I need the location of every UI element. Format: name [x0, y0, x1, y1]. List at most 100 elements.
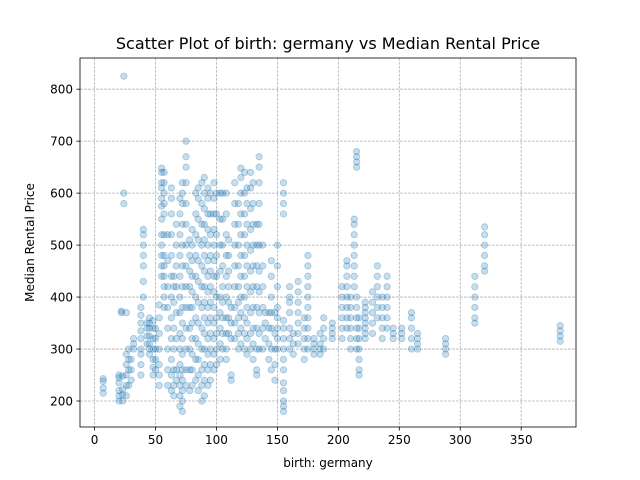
data-point [127, 376, 135, 384]
data-point [178, 283, 186, 291]
data-point [556, 337, 564, 345]
data-point [176, 361, 184, 369]
data-point [237, 210, 245, 218]
data-point [346, 345, 355, 353]
data-point [267, 293, 275, 301]
data-point [216, 309, 224, 317]
data-point [172, 376, 180, 384]
data-point [227, 371, 235, 379]
data-point [176, 272, 184, 280]
data-point [192, 314, 200, 322]
data-point [350, 220, 358, 228]
data-point [194, 355, 202, 364]
data-point [279, 345, 288, 353]
data-point [137, 345, 145, 353]
data-point [271, 376, 279, 384]
data-point [328, 319, 336, 327]
data-point [304, 293, 312, 301]
data-point [253, 345, 261, 353]
data-point [225, 298, 233, 306]
data-point [300, 314, 308, 322]
data-point [143, 319, 151, 327]
data-point [442, 340, 450, 348]
data-point [350, 251, 358, 260]
data-point [361, 335, 369, 343]
data-point [145, 319, 154, 327]
x-tick-label: 200 [327, 433, 350, 447]
data-point [304, 251, 312, 260]
data-point [398, 335, 406, 343]
data-point [145, 345, 154, 353]
data-point [225, 267, 233, 275]
data-point [243, 199, 251, 208]
data-point [170, 272, 178, 280]
data-point [368, 319, 377, 327]
x-tick-label: 100 [205, 433, 228, 447]
data-point [164, 324, 172, 332]
data-point [115, 379, 123, 387]
data-point [198, 366, 206, 374]
data-point [192, 251, 200, 260]
data-point [178, 189, 186, 197]
data-point [346, 324, 355, 332]
data-point [115, 392, 123, 400]
y-axis-label: Median Rental Price [23, 183, 37, 302]
data-point [240, 189, 249, 197]
data-point [182, 366, 190, 374]
data-point [178, 387, 186, 395]
data-point [255, 220, 263, 228]
data-point [192, 293, 200, 301]
data-point [247, 168, 255, 176]
data-point [225, 236, 233, 244]
data-point [160, 293, 168, 301]
data-point [151, 355, 160, 364]
data-point [206, 298, 214, 306]
data-point [170, 324, 178, 332]
data-point [368, 329, 377, 338]
data-point [188, 381, 196, 390]
data-point [186, 345, 194, 353]
data-point [279, 199, 288, 208]
data-point [234, 329, 243, 338]
data-point [227, 303, 235, 312]
data-point [170, 298, 178, 306]
data-point [170, 381, 178, 390]
data-point [194, 371, 202, 379]
data-point [231, 179, 239, 187]
data-point [115, 371, 123, 379]
data-point [210, 194, 218, 202]
data-point [192, 376, 200, 384]
data-point [192, 189, 200, 197]
data-point [373, 283, 381, 291]
data-point [343, 257, 351, 265]
data-point [210, 225, 218, 234]
data-point [119, 385, 127, 394]
data-point [320, 324, 328, 332]
data-point [194, 184, 202, 192]
data-point [294, 277, 302, 286]
data-point [353, 335, 361, 343]
data-point [253, 262, 261, 270]
data-point [265, 309, 273, 317]
data-points [99, 72, 564, 416]
data-point [192, 231, 200, 239]
data-point [204, 225, 212, 234]
data-point [198, 220, 206, 228]
data-point [145, 350, 154, 358]
data-point [120, 189, 128, 197]
data-point [167, 314, 176, 322]
data-point [383, 272, 391, 280]
data-point [222, 314, 230, 322]
data-point [361, 324, 369, 332]
data-point [343, 314, 351, 322]
data-point [237, 340, 245, 348]
data-point [316, 345, 324, 353]
data-point [259, 283, 267, 291]
data-point [361, 309, 369, 317]
data-point [127, 355, 135, 364]
data-point [279, 335, 288, 343]
data-point [167, 184, 176, 192]
data-point [279, 379, 288, 387]
data-point [218, 283, 227, 291]
data-point [346, 314, 355, 322]
